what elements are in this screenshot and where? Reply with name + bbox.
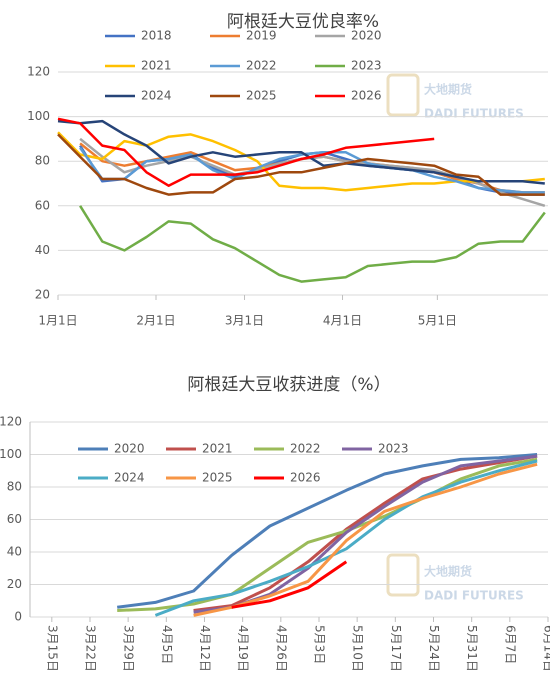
series-line <box>154 459 538 617</box>
y-tick-label: 120 <box>27 65 50 79</box>
watermark-subtext: DADI FUTURES <box>424 589 524 603</box>
y-tick-label: 100 <box>0 447 22 461</box>
x-tick-label: 5月3日 <box>312 625 326 664</box>
legend-label: 2022 <box>246 59 277 73</box>
watermark-text: 大地期货 <box>424 82 472 97</box>
legend-label: 2021 <box>141 59 172 73</box>
x-tick-label: 1月1日 <box>38 314 77 328</box>
x-tick-label: 3月1日 <box>225 314 264 328</box>
series-line <box>117 453 538 609</box>
y-tick-label: 40 <box>35 243 50 257</box>
x-tick-label: 3月15日 <box>45 625 59 672</box>
series-line <box>79 205 546 283</box>
x-tick-label: 4月1日 <box>323 314 362 328</box>
y-tick-label: 0 <box>14 610 22 624</box>
series-line <box>193 462 538 617</box>
legend-label: 2021 <box>202 442 233 456</box>
y-tick-label: 40 <box>7 545 22 559</box>
legend-label: 2023 <box>351 59 382 73</box>
series-line <box>79 147 545 194</box>
x-tick-label: 3月22日 <box>83 625 97 672</box>
x-tick-label: 5月10日 <box>351 625 365 672</box>
legend-label: 2025 <box>202 471 233 485</box>
series-line <box>57 131 545 192</box>
watermark-subtext: DADI FUTURES <box>424 107 524 121</box>
legend-label: 2026 <box>351 89 382 103</box>
x-tick-label: 4月12日 <box>198 625 212 672</box>
legend-label: 2024 <box>114 471 145 485</box>
series-line <box>193 454 538 612</box>
legend-label: 2023 <box>378 442 409 456</box>
x-tick-label: 4月19日 <box>236 625 250 672</box>
legend-label: 2026 <box>290 471 321 485</box>
y-tick-label: 80 <box>35 154 50 168</box>
y-tick-label: 80 <box>7 480 22 494</box>
x-tick-label: 6月14日 <box>542 625 550 672</box>
x-tick-label: 5月1日 <box>418 314 457 328</box>
x-tick-label: 5月24日 <box>427 625 441 672</box>
series-line <box>79 142 545 194</box>
watermark-text: 大地期货 <box>424 564 472 579</box>
x-tick-label: 3月29日 <box>122 625 136 672</box>
y-tick-label: 100 <box>27 109 50 123</box>
chart-title: 阿根廷大豆收获进度（%） <box>187 375 390 395</box>
x-tick-label: 5月17日 <box>389 625 403 672</box>
series-line <box>57 133 545 196</box>
watermark-logo <box>386 73 420 597</box>
legend-label: 2020 <box>351 29 382 43</box>
series-line <box>57 117 435 187</box>
x-tick-label: 4月26日 <box>274 625 288 672</box>
y-tick-label: 60 <box>7 512 22 526</box>
legend-label: 2025 <box>246 89 277 103</box>
legend-label: 2022 <box>290 442 321 456</box>
y-tick-label: 20 <box>7 577 22 591</box>
series-line <box>231 560 348 609</box>
legend-label: 2018 <box>141 29 172 43</box>
legend-label: 2024 <box>141 89 172 103</box>
series-line <box>57 119 545 185</box>
y-tick-label: 60 <box>35 198 50 212</box>
y-tick-label: 120 <box>0 415 22 429</box>
legend-label: 2020 <box>114 442 145 456</box>
y-tick-label: 20 <box>35 288 50 302</box>
legend-label: 2019 <box>246 29 277 43</box>
x-tick-label: 2月1日 <box>136 314 175 328</box>
x-tick-label: 5月31日 <box>465 625 479 672</box>
x-tick-label: 4月5日 <box>160 625 174 664</box>
chart-title: 阿根廷大豆优良率% <box>227 12 379 32</box>
x-tick-label: 6月7日 <box>503 625 517 664</box>
